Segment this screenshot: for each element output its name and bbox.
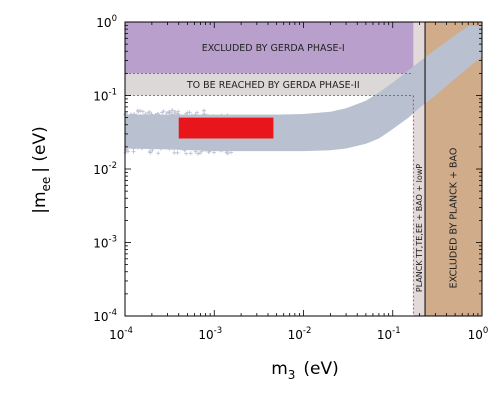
- x-tick-label-3: 10-1: [377, 326, 401, 342]
- region-gerda-phase-2: [125, 73, 422, 96]
- x-tick-label-2: 10-2: [288, 326, 312, 342]
- x-axis-label: m3 (eV): [271, 359, 339, 382]
- region-labels: EXCLUDED BY GERDA PHASE-I TO BE REACHED B…: [186, 43, 460, 292]
- dashed-boundaries: [125, 22, 426, 316]
- x-tick-label-0: 10-4: [109, 326, 133, 342]
- exclusion-regions: [125, 22, 482, 316]
- y-tick-label-4: 100: [96, 14, 117, 30]
- region-label-planck-bao: EXCLUDED BY PLANCK + BAO: [449, 148, 460, 289]
- y-tick-label-1: 10-3: [93, 235, 117, 251]
- axis-ticks: [124, 21, 483, 317]
- region-label-gerda-phase-1: EXCLUDED BY GERDA PHASE-I: [202, 43, 345, 54]
- highlight-region: [178, 117, 274, 139]
- highlight-rect: [178, 117, 274, 139]
- region-label-gerda-phase-2: TO BE REACHED BY GERDA PHASE-II: [186, 80, 360, 91]
- tick-labels: 10-4 10-3 10-2 10-1 100 10-4 10-3 10-2 10-1 100: [93, 14, 488, 342]
- x-tick-label-1: 10-3: [198, 326, 222, 342]
- y-tick-label-0: 10-4: [93, 308, 117, 324]
- region-planck-tt: [413, 22, 426, 316]
- region-label-planck-tt: PLANCK TT,TE,EE + BAO + lowP: [415, 164, 424, 292]
- band-scatter-edge: [123, 108, 234, 156]
- region-gerda-phase-1: [125, 22, 422, 74]
- y-tick-label-2: 10-2: [93, 161, 117, 177]
- y-axis-label: |mee| (eV): [30, 126, 53, 214]
- y-tick-label-3: 10-1: [93, 88, 117, 104]
- x-tick-label-4: 100: [468, 326, 489, 342]
